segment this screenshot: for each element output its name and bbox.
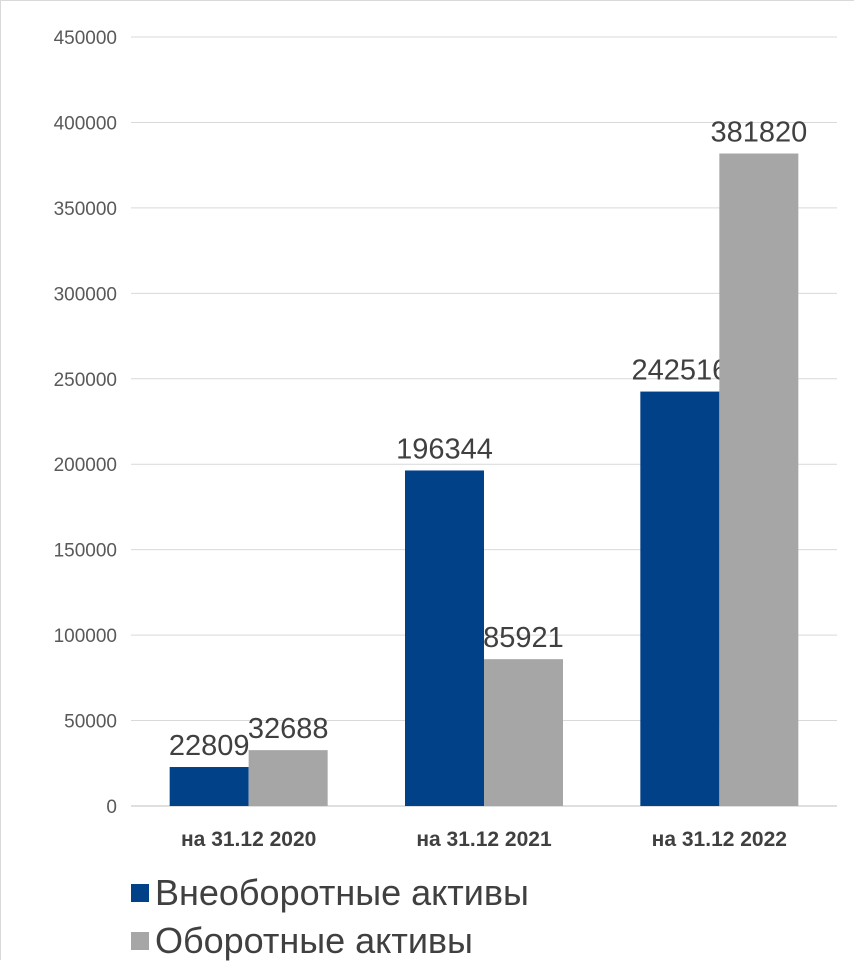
bar [484, 659, 563, 806]
y-tick-label: 150000 [54, 541, 117, 562]
data-label: 85921 [483, 622, 564, 654]
data-label: 242516 [631, 355, 728, 387]
y-tick-label: 200000 [54, 455, 117, 476]
y-tick-label: 250000 [54, 370, 117, 391]
bar [169, 767, 249, 806]
legend-item-series-1: Внеоборотные активы [131, 869, 529, 917]
x-tick-label: на 31.12 2021 [416, 828, 552, 851]
bar [640, 391, 720, 806]
x-tick-label: на 31.12 2022 [652, 828, 787, 851]
bar [248, 750, 328, 806]
legend-swatch-series-1 [131, 884, 149, 902]
bar [719, 153, 799, 807]
legend-swatch-series-2 [131, 932, 149, 950]
bar-chart: 0 50000 100000 150000 200000 250000 300000 3500… [54, 28, 837, 851]
data-label: 22809 [169, 730, 250, 762]
y-tick-label: 50000 [64, 712, 117, 733]
y-tick-label: 0 [106, 797, 117, 818]
y-tick-label: 400000 [54, 113, 117, 134]
x-tick-label: на 31.12 2020 [181, 828, 316, 851]
legend: Внеоборотные активы Оборотные активы [131, 869, 529, 965]
bar [405, 470, 484, 806]
legend-item-series-2: Оборотные активы [131, 917, 529, 965]
y-tick-label: 300000 [54, 284, 117, 305]
legend-label-series-1: Внеоборотные активы [155, 872, 529, 913]
y-tick-label: 350000 [54, 199, 117, 220]
data-label: 381820 [710, 117, 807, 149]
y-tick-label: 450000 [54, 28, 117, 49]
y-tick-label: 100000 [54, 626, 117, 647]
data-label: 196344 [396, 433, 493, 465]
legend-label-series-2: Оборотные активы [155, 920, 473, 961]
data-label: 32688 [248, 713, 329, 745]
